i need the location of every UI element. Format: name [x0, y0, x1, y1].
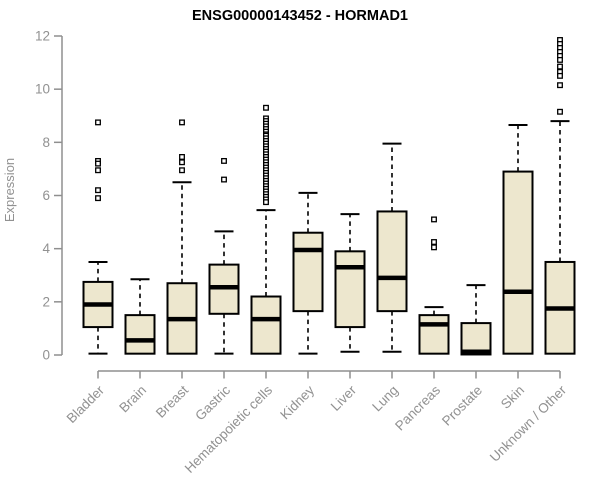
outlier-point	[221, 176, 227, 183]
boxplot-gastric	[208, 157, 240, 355]
x-tick-label-pancreas: Pancreas	[392, 382, 443, 433]
outlier-point	[95, 195, 101, 202]
outlier-point	[179, 119, 185, 126]
outlier-point	[179, 159, 185, 166]
outlier-point	[221, 157, 227, 164]
boxplot-lung	[376, 142, 408, 353]
boxplot-breast	[166, 119, 198, 355]
outlier-point	[95, 167, 101, 174]
outlier-point	[557, 56, 563, 63]
x-tick-label-breast: Breast	[153, 382, 191, 420]
y-tick-label: 6	[42, 188, 50, 203]
y-tick-label: 2	[42, 294, 50, 309]
outlier-point	[431, 244, 437, 251]
iqr-box	[418, 314, 450, 355]
chart-title: ENSG00000143452 - HORMAD1	[192, 8, 408, 24]
x-tick-label-unknown-other: Unknown / Other	[487, 382, 570, 465]
outlier-point	[179, 154, 185, 160]
y-tick-label: 10	[35, 82, 50, 97]
outlier-point	[95, 160, 101, 167]
iqr-box	[124, 314, 156, 355]
iqr-box	[460, 322, 492, 356]
outlier-point	[431, 216, 437, 223]
boxplot-prostate	[460, 284, 492, 356]
y-axis-title: Expression	[2, 158, 17, 222]
outlier-point	[557, 82, 563, 89]
y-tick-label: 8	[42, 135, 50, 150]
x-tick-label-liver: Liver	[328, 382, 360, 414]
outlier-point	[431, 239, 437, 245]
x-tick-label-gastric: Gastric	[192, 382, 233, 423]
iqr-box	[334, 250, 366, 329]
boxplot-liver	[334, 213, 366, 353]
x-tick-label-kidney: Kidney	[277, 382, 317, 422]
x-tick-label-skin: Skin	[498, 383, 527, 412]
x-tick-label-prostate: Prostate	[439, 383, 485, 429]
outlier-point	[179, 167, 185, 174]
iqr-box	[250, 295, 282, 355]
outlier-point	[263, 199, 269, 206]
boxplot-unknown-other	[544, 37, 576, 355]
iqr-box	[376, 210, 408, 313]
boxplot-kidney	[292, 191, 324, 355]
y-tick-label: 0	[42, 348, 50, 363]
boxplot-skin	[502, 124, 534, 355]
outlier-point	[95, 187, 101, 194]
y-tick-label: 4	[42, 241, 50, 256]
x-tick-label-bladder: Bladder	[64, 382, 108, 426]
outlier-point	[557, 108, 563, 115]
outlier-point	[557, 72, 563, 79]
outlier-point	[95, 119, 101, 126]
iqr-box	[502, 170, 534, 355]
y-tick-label: 12	[35, 29, 50, 44]
outlier-point	[557, 63, 563, 70]
iqr-box	[292, 231, 324, 313]
boxplot-bladder	[82, 119, 114, 355]
boxplot-brain	[124, 278, 156, 355]
boxplot-pancreas	[418, 216, 450, 355]
x-tick-label-brain: Brain	[116, 383, 149, 416]
x-tick-label-lung: Lung	[369, 383, 401, 415]
outlier-point	[263, 104, 269, 111]
boxplot-hematopoietic-cells	[250, 104, 282, 355]
